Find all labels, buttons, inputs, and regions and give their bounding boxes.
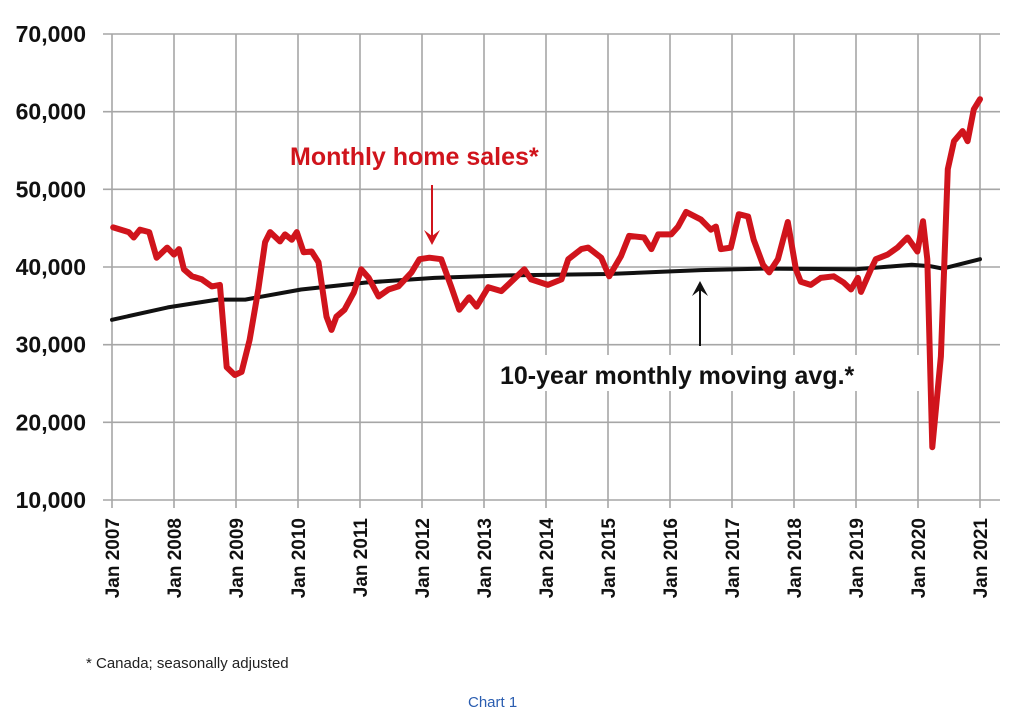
y-axis-ticks: 10,000 20,000 30,000 40,000 50,000 60,000 70,0… [16,21,86,513]
annotation-monthly-sales-label: Monthly home sales* [290,143,539,171]
x-tick-label: Jan 2017 [723,518,744,598]
y-tick-label: 30,000 [16,332,86,358]
gridlines [103,33,1000,508]
x-tick-label: Jan 2021 [971,518,992,599]
series-lines [110,96,983,451]
y-tick-label: 10,000 [16,487,86,513]
annotation-moving-avg: 10-year monthly moving avg.* [496,281,920,391]
x-tick-label: Jan 2012 [413,518,434,598]
x-tick-label: Jan 2013 [475,518,496,598]
x-tick-label: Jan 2008 [165,518,186,598]
x-tick-label: Jan 2019 [847,518,868,598]
x-tick-label: Jan 2011 [351,518,372,598]
x-axis-ticks: Jan 2007 Jan 2008 Jan 2009 Jan 2010 Jan 2011… [103,518,992,599]
x-tick-label: Jan 2010 [289,518,310,598]
y-tick-label: 70,000 [16,21,86,47]
annotation-monthly-sales: Monthly home sales* [290,143,539,245]
series-moving-average [110,257,982,322]
x-tick-label: Jan 2016 [661,518,682,598]
y-tick-label: 50,000 [16,176,86,202]
x-tick-label: Jan 2014 [537,518,558,599]
series-monthly-home-sales [110,96,983,451]
x-tick-label: Jan 2007 [103,518,124,598]
y-tick-label: 60,000 [16,99,86,125]
y-tick-label: 40,000 [16,254,86,280]
x-tick-label: Jan 2015 [599,518,620,599]
annotation-moving-avg-label: 10-year monthly moving avg.* [500,362,855,390]
x-tick-label: Jan 2018 [785,518,806,598]
x-tick-label: Jan 2020 [909,518,930,598]
annotation-bg [496,355,920,391]
y-tick-label: 20,000 [16,409,86,435]
arrow-down-icon [424,230,440,245]
arrow-up-icon [692,281,708,296]
x-tick-label: Jan 2009 [227,518,248,598]
footnote: * Canada; seasonally adjusted [86,655,289,672]
